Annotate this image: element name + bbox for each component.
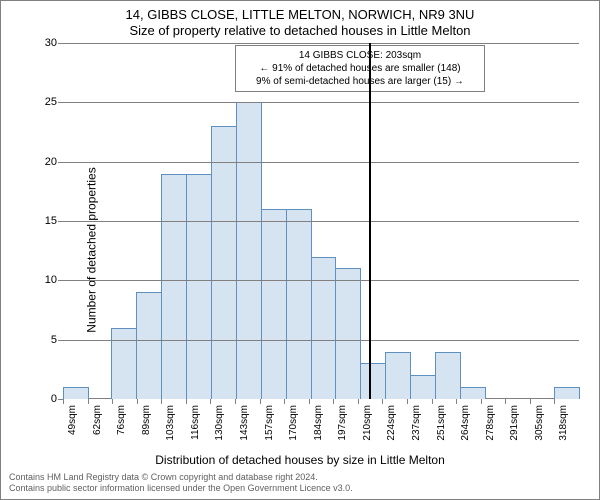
chart-title-line1: 14, GIBBS CLOSE, LITTLE MELTON, NORWICH,…	[1, 7, 599, 22]
x-tick-mark	[505, 399, 506, 404]
x-tick-mark	[481, 399, 482, 404]
x-tick-mark	[284, 399, 285, 404]
y-tick-label: 10	[45, 274, 57, 286]
x-tick-mark	[88, 399, 89, 404]
x-tick-label: 170sqm	[288, 405, 299, 441]
x-tick-label: 116sqm	[190, 405, 201, 440]
x-tick-mark	[309, 399, 310, 404]
x-tick-mark	[382, 399, 383, 404]
x-tick-mark	[407, 399, 408, 404]
x-tick-mark	[235, 399, 236, 404]
histogram-bar	[385, 352, 411, 399]
x-tick-label: 291sqm	[509, 405, 520, 441]
histogram-bar	[186, 174, 212, 399]
histogram-bar	[460, 387, 486, 399]
histogram-bar	[211, 126, 237, 399]
y-tick-mark	[58, 221, 63, 222]
x-axis-label: Distribution of detached houses by size …	[1, 453, 599, 467]
annotation-line1: 14 GIBBS CLOSE: 203sqm	[242, 49, 478, 62]
histogram-bar	[286, 209, 312, 399]
gridline	[63, 280, 579, 281]
x-tick-mark	[333, 399, 334, 404]
x-tick-label: 103sqm	[165, 405, 176, 441]
x-tick-label: 305sqm	[534, 405, 545, 441]
histogram-bar	[261, 209, 287, 399]
annotation-line2: ← 91% of detached houses are smaller (14…	[242, 62, 478, 75]
gridline	[63, 102, 579, 103]
chart-container: 14, GIBBS CLOSE, LITTLE MELTON, NORWICH,…	[0, 0, 600, 500]
x-tick-mark	[112, 399, 113, 404]
gridline	[63, 162, 579, 163]
y-tick-label: 0	[51, 393, 57, 405]
x-tick-mark	[358, 399, 359, 404]
histogram-bar	[136, 292, 162, 399]
x-tick-label: 143sqm	[239, 405, 250, 441]
plot-area: 14 GIBBS CLOSE: 203sqm ← 91% of detached…	[63, 43, 579, 399]
histogram-bar	[236, 102, 262, 399]
y-tick-label: 25	[45, 96, 57, 108]
x-tick-label: 49sqm	[67, 405, 78, 435]
gridline	[63, 340, 579, 341]
histogram-bar	[311, 257, 337, 399]
x-tick-mark	[260, 399, 261, 404]
histogram-bar	[111, 328, 137, 399]
y-tick-mark	[58, 102, 63, 103]
histogram-bar	[435, 352, 461, 399]
annotation-line3: 9% of semi-detached houses are larger (1…	[242, 75, 478, 88]
x-tick-mark	[63, 399, 64, 404]
y-tick-label: 15	[45, 215, 57, 227]
x-tick-label: 184sqm	[313, 405, 324, 441]
histogram-bar	[161, 174, 187, 399]
x-tick-label: 197sqm	[337, 405, 348, 441]
x-tick-label: 130sqm	[214, 405, 225, 441]
histogram-bar	[554, 387, 580, 399]
histogram-bar	[63, 387, 89, 399]
credits: Contains HM Land Registry data © Crown c…	[9, 472, 353, 495]
x-tick-label: 224sqm	[386, 405, 397, 441]
chart-title-line2: Size of property relative to detached ho…	[1, 23, 599, 38]
y-tick-label: 20	[45, 156, 57, 168]
credits-line2: Contains public sector information licen…	[9, 483, 353, 495]
x-tick-mark	[456, 399, 457, 404]
y-tick-mark	[58, 340, 63, 341]
x-tick-mark	[210, 399, 211, 404]
x-tick-label: 157sqm	[264, 405, 275, 441]
x-tick-label: 237sqm	[411, 405, 422, 441]
y-tick-mark	[58, 43, 63, 44]
annotation-box: 14 GIBBS CLOSE: 203sqm ← 91% of detached…	[235, 45, 485, 92]
y-tick-mark	[58, 162, 63, 163]
x-tick-label: 210sqm	[362, 405, 373, 441]
y-tick-label: 5	[51, 334, 57, 346]
gridline	[63, 43, 579, 44]
x-tick-mark	[530, 399, 531, 404]
x-tick-label: 76sqm	[116, 405, 127, 435]
x-tick-mark	[432, 399, 433, 404]
x-tick-label: 318sqm	[558, 405, 569, 441]
x-tick-label: 264sqm	[460, 405, 471, 441]
credits-line1: Contains HM Land Registry data © Crown c…	[9, 472, 353, 484]
x-tick-mark	[137, 399, 138, 404]
histogram-bar	[360, 363, 386, 399]
y-tick-label: 30	[45, 37, 57, 49]
x-tick-label: 89sqm	[141, 405, 152, 435]
x-tick-label: 278sqm	[485, 405, 496, 441]
gridline	[63, 221, 579, 222]
x-tick-mark	[161, 399, 162, 404]
histogram-bar	[410, 375, 436, 399]
x-tick-label: 62sqm	[92, 405, 103, 435]
y-tick-mark	[58, 280, 63, 281]
x-tick-mark	[554, 399, 555, 404]
x-tick-mark	[186, 399, 187, 404]
marker-line	[369, 43, 371, 399]
histogram-bar	[335, 268, 361, 399]
x-tick-label: 251sqm	[436, 405, 447, 441]
